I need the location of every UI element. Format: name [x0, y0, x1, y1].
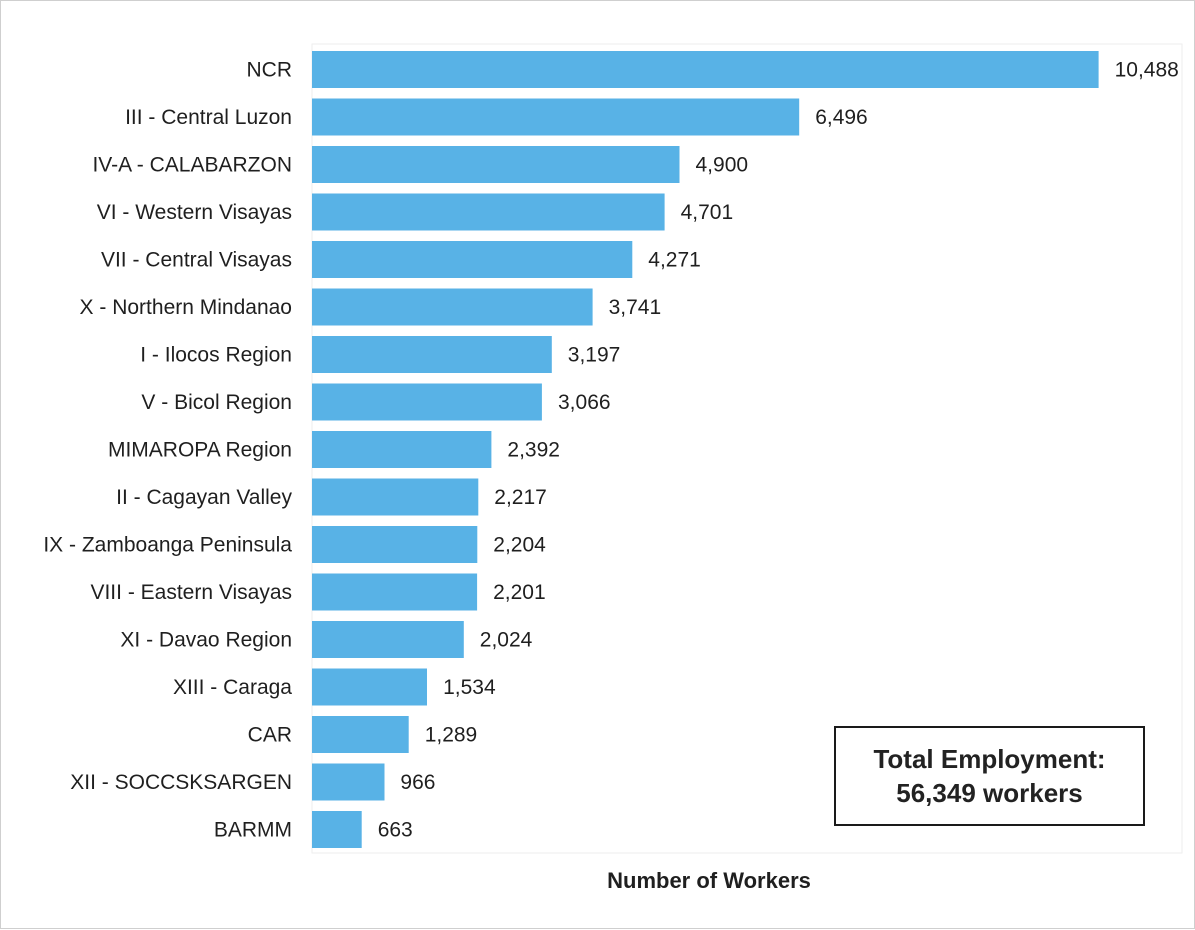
value-label: 2,217 — [494, 486, 547, 509]
category-labels: NCR III - Central Luzon IV-A - CALABARZON V… — [43, 59, 292, 842]
bar — [312, 763, 385, 801]
bar — [312, 811, 362, 848]
bar — [312, 241, 633, 278]
total-employment-title: Total Employment: — [873, 744, 1106, 774]
bar — [312, 146, 680, 183]
category-label: I - Ilocos Region — [140, 344, 292, 367]
category-label: NCR — [247, 59, 293, 82]
category-label: IV-A - CALABARZON — [92, 154, 292, 177]
bar — [312, 526, 478, 563]
bar — [312, 288, 593, 326]
bar — [312, 336, 552, 373]
bar — [312, 383, 542, 421]
bar — [312, 668, 427, 706]
bar — [312, 98, 800, 136]
x-axis-title: Number of Workers — [607, 868, 811, 893]
bar — [312, 573, 478, 611]
total-employment-value: 56,349 workers — [896, 778, 1083, 808]
category-label: X - Northern Mindanao — [80, 296, 292, 319]
category-label: XI - Davao Region — [120, 629, 292, 652]
category-label: XII - SOCCSKSARGEN — [70, 771, 292, 794]
bar — [312, 193, 665, 231]
bar — [312, 51, 1099, 88]
value-label: 3,197 — [568, 344, 621, 367]
value-label: 2,201 — [493, 581, 546, 604]
total-employment-box: Total Employment: 56,349 workers — [834, 726, 1145, 826]
category-label: VII - Central Visayas — [101, 249, 292, 272]
bar — [312, 478, 479, 516]
bar — [312, 621, 464, 658]
bar — [312, 431, 492, 468]
value-label: 4,900 — [696, 154, 749, 177]
value-label: 6,496 — [815, 106, 868, 129]
value-label: 3,741 — [609, 296, 662, 319]
value-label: 10,488 — [1115, 59, 1179, 82]
category-label: III - Central Luzon — [125, 106, 292, 129]
value-label: 2,204 — [493, 534, 546, 557]
category-label: V - Bicol Region — [141, 391, 292, 414]
category-label: CAR — [248, 724, 292, 747]
bars-group — [312, 51, 1099, 848]
value-label: 663 — [378, 819, 413, 842]
value-label: 2,392 — [507, 439, 560, 462]
category-label: XIII - Caraga — [173, 676, 292, 699]
value-label: 2,024 — [480, 629, 533, 652]
value-label: 3,066 — [558, 391, 611, 414]
bar — [312, 716, 409, 753]
category-label: MIMAROPA Region — [108, 439, 292, 462]
category-label: IX - Zamboanga Peninsula — [43, 534, 292, 557]
value-label: 4,271 — [648, 249, 701, 272]
value-labels: 10,488 6,496 4,900 4,701 4,271 3,741 3,197 3,06… — [378, 59, 1179, 842]
value-label: 1,534 — [443, 676, 496, 699]
value-label: 4,701 — [681, 201, 734, 224]
value-label: 1,289 — [425, 724, 478, 747]
category-label: II - Cagayan Valley — [116, 486, 292, 509]
value-label: 966 — [400, 771, 435, 794]
category-label: VIII - Eastern Visayas — [90, 581, 292, 604]
category-label: VI - Western Visayas — [97, 201, 292, 224]
category-label: BARMM — [214, 819, 292, 842]
